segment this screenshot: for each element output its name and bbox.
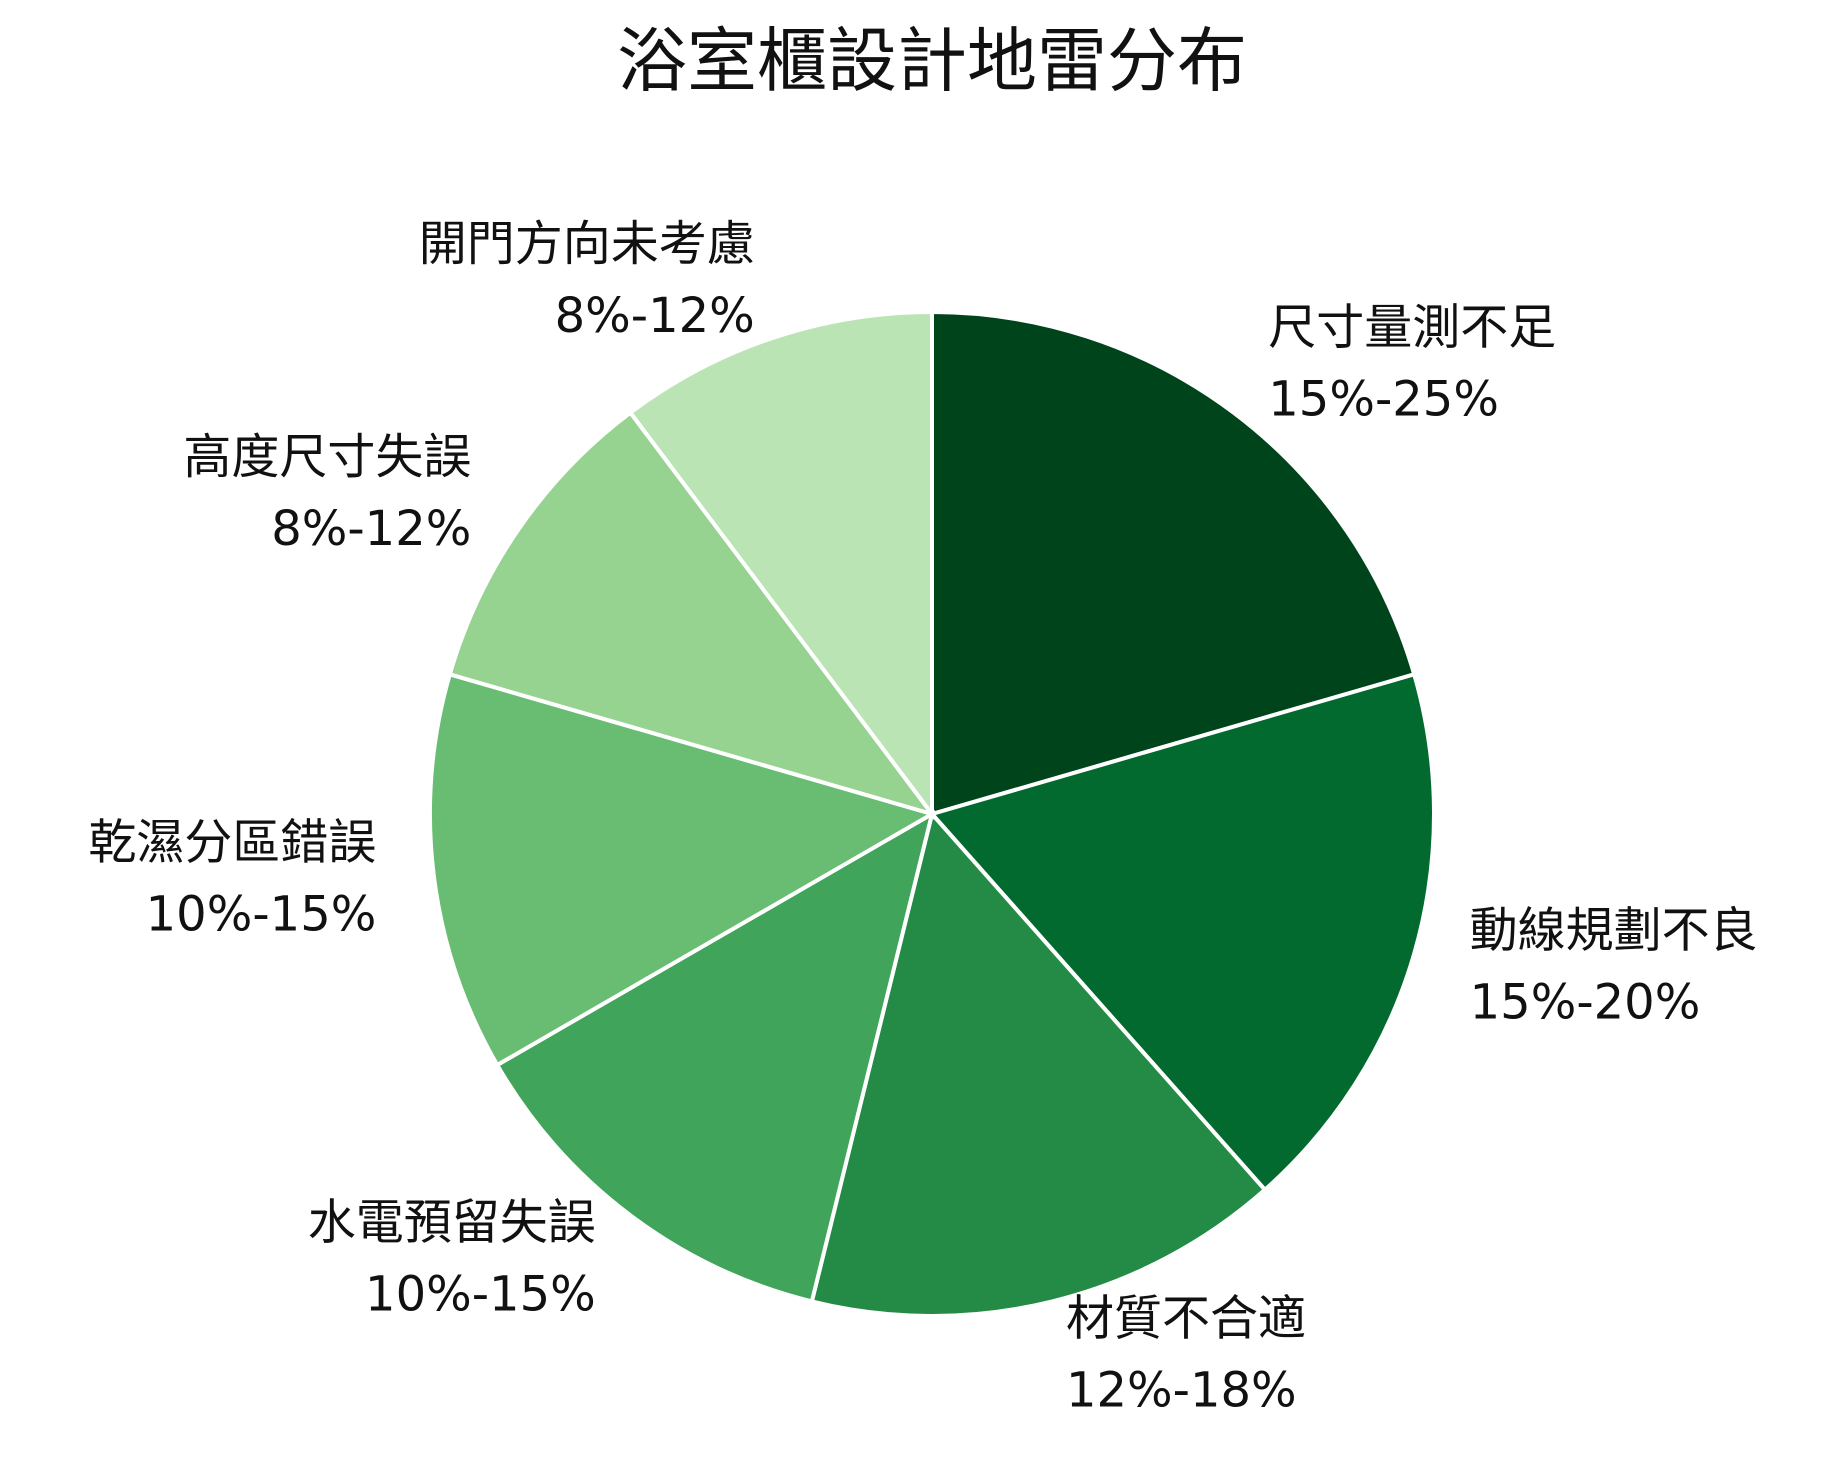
- slice-value-label: 8%-12%: [555, 288, 755, 344]
- pie-slice: [627, 309, 934, 820]
- pie-slice: [928, 671, 1436, 1193]
- slice-value-label: 15%-20%: [1470, 975, 1701, 1031]
- pie-slice: [930, 309, 1417, 817]
- slice-value-label: 10%-15%: [365, 1266, 596, 1322]
- slice-label: 動線規劃不良: [1470, 903, 1758, 959]
- slice-value-label: 12%-18%: [1066, 1362, 1297, 1418]
- pie-slice: [809, 809, 1268, 1318]
- slice-label: 水電預留失誤: [308, 1194, 596, 1250]
- slice-value-label: 15%-25%: [1268, 372, 1499, 428]
- slice-label: 開門方向未考慮: [419, 216, 755, 272]
- slice-label: 材質不合適: [1066, 1290, 1306, 1346]
- chart-title: 浴室櫃設計地雷分布: [617, 20, 1247, 102]
- slice-value-label: 8%-12%: [271, 501, 471, 557]
- slice-label: 乾濕分區錯誤: [88, 814, 376, 870]
- slice-label: 尺寸量測不足: [1268, 300, 1556, 356]
- pie-slice: [428, 671, 938, 1068]
- slice-label: 高度尺寸失誤: [183, 429, 471, 485]
- slice-value-label: 10%-15%: [146, 886, 377, 942]
- pie-slice: [447, 409, 938, 818]
- pie-slice: [494, 809, 936, 1304]
